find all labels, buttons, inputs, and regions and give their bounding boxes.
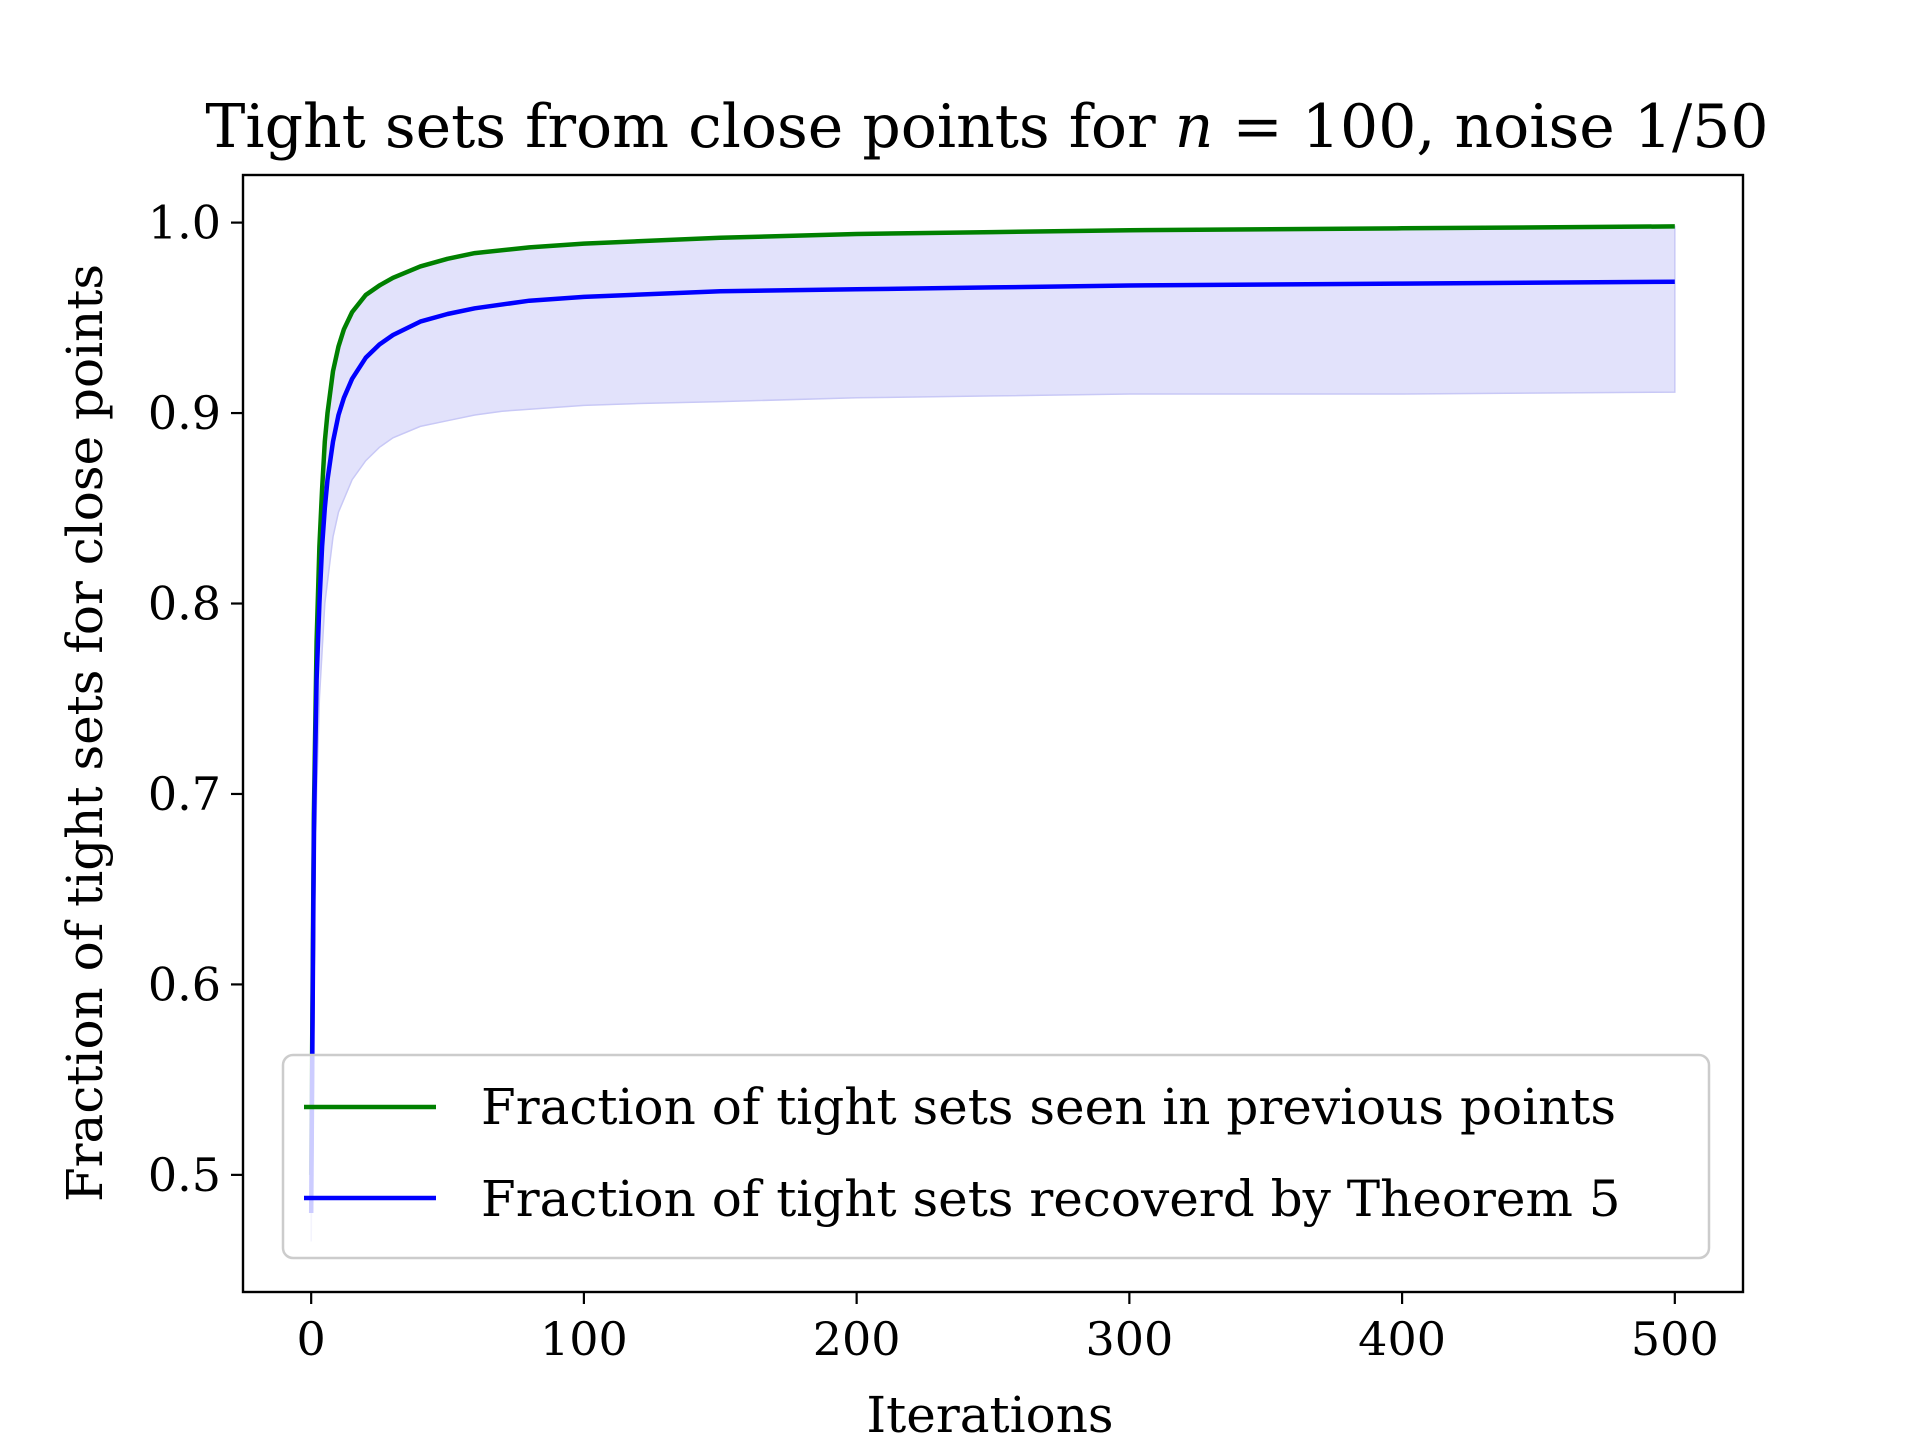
x-tick-label: 500	[1631, 1312, 1719, 1366]
x-axis-label: Iterations	[866, 1386, 1113, 1440]
series-layer	[308, 224, 1675, 1214]
x-tick-label: 0	[297, 1312, 326, 1366]
plot-frame	[241, 173, 1745, 1294]
y-tick-label: 1.0	[148, 196, 221, 250]
y-tick-label: 0.8	[148, 577, 221, 631]
y-tick-label: 0.7	[148, 767, 221, 821]
legend-label-series-1: Fraction of tight sets seen in previous …	[481, 1078, 1616, 1136]
y-tick-label: 0.6	[148, 957, 221, 1011]
x-tick-label: 400	[1358, 1312, 1446, 1366]
x-tick-label: 100	[540, 1312, 628, 1366]
x-axis-ticks: 0 100 200 300 400 500	[297, 1292, 1719, 1366]
x-tick-label: 300	[1085, 1312, 1173, 1366]
x-tick-label: 200	[813, 1312, 901, 1366]
series-line-1	[308, 224, 1675, 1175]
y-tick-label: 0.9	[148, 386, 221, 440]
y-tick-label: 0.5	[148, 1148, 221, 1202]
y-axis-label: Fraction of tight sets for close points	[56, 264, 114, 1202]
chart-title: Tight sets from close points for n = 100…	[205, 92, 1768, 162]
y-axis-ticks: 0.5 0.6 0.7 0.8 0.9 1.0	[148, 196, 243, 1202]
legend-box	[281, 1053, 1711, 1260]
legend-label-series-2: Fraction of tight sets recoverd by Theor…	[481, 1170, 1621, 1228]
legend: Fraction of tight sets seen in previous …	[281, 1053, 1711, 1260]
series-line-2	[308, 279, 1675, 1214]
